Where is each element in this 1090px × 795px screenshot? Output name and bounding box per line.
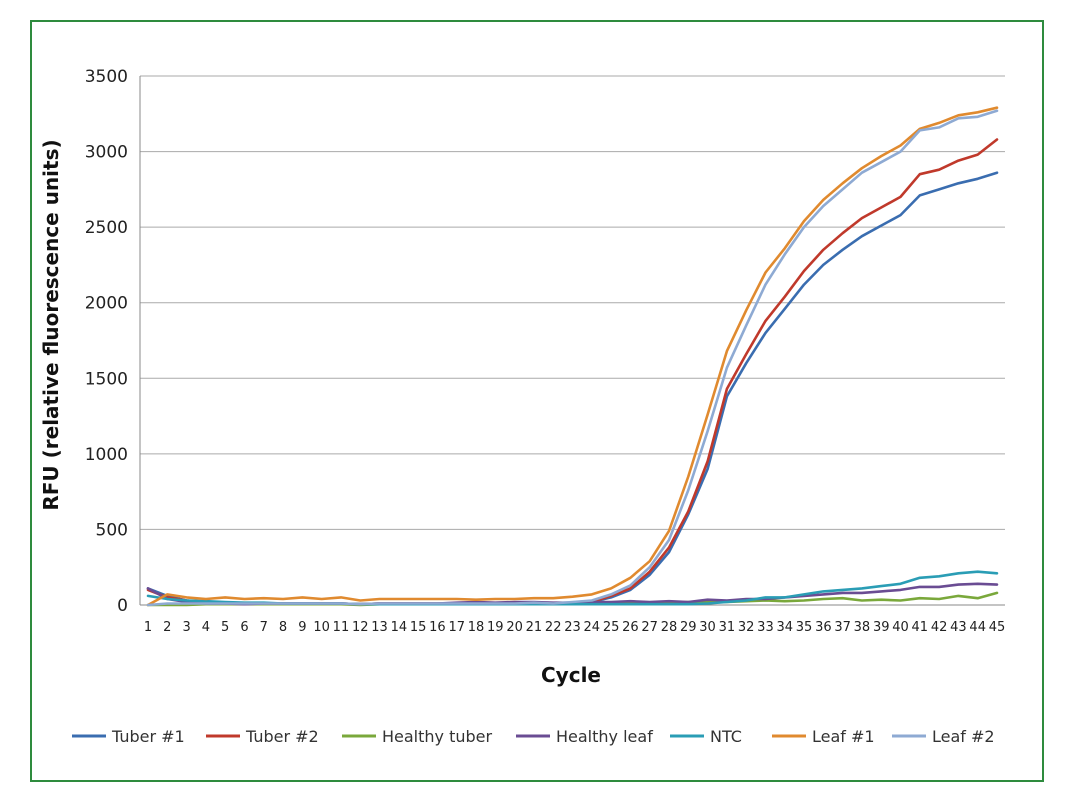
x-tick-label: 21 xyxy=(526,620,543,635)
y-axis-ticks: 0 500 1000 1500 2000 2500 3000 3500 xyxy=(85,67,128,616)
y-tick-label: 0 xyxy=(117,596,128,616)
x-tick-label: 17 xyxy=(448,620,465,635)
x-tick-label: 36 xyxy=(815,620,832,635)
x-tick-label: 24 xyxy=(584,620,601,635)
legend-label: Healthy leaf xyxy=(556,727,653,746)
x-tick-label: 4 xyxy=(202,620,210,635)
legend-item-tuber-2: Tuber #2 xyxy=(206,727,319,746)
y-axis-title: RFU (relative fluorescence units) xyxy=(39,139,63,510)
x-tick-label: 44 xyxy=(969,620,986,635)
x-tick-label: 35 xyxy=(796,620,813,635)
legend-item-ntc: NTC xyxy=(670,727,742,746)
y-tick-label: 3500 xyxy=(85,67,128,87)
y-tick-label: 1000 xyxy=(85,445,128,465)
x-tick-label: 1 xyxy=(144,620,152,635)
y-tick-label: 500 xyxy=(96,520,128,540)
x-tick-label: 23 xyxy=(564,620,581,635)
legend-label: Leaf #2 xyxy=(932,727,995,746)
legend-item-healthy-leaf: Healthy leaf xyxy=(516,727,653,746)
x-tick-label: 41 xyxy=(912,620,929,635)
x-tick-label: 5 xyxy=(221,620,229,635)
y-tick-label: 2000 xyxy=(85,294,128,314)
x-tick-label: 7 xyxy=(260,620,268,635)
series-line-leaf-1 xyxy=(146,106,999,607)
legend-item-leaf-1: Leaf #1 xyxy=(772,727,875,746)
x-tick-label: 37 xyxy=(834,620,851,635)
grid xyxy=(139,75,1005,606)
x-tick-label: 22 xyxy=(545,620,562,635)
x-tick-label: 20 xyxy=(506,620,523,635)
x-axis-ticks: 1 2 3 4 5 6 7 8 9 10 11 12 13 14 15 16 17 18 19 20 21 22 23 24 2… xyxy=(144,620,1005,635)
x-tick-label: 27 xyxy=(641,620,658,635)
legend: Tuber #1 Tuber #2 Healthy tuber Healthy lea… xyxy=(72,727,995,746)
y-tick-label: 2500 xyxy=(85,218,128,238)
x-tick-label: 15 xyxy=(410,620,427,635)
x-axis-title: Cycle xyxy=(541,663,601,687)
series-lines xyxy=(146,106,999,607)
legend-label: Healthy tuber xyxy=(382,727,493,746)
x-tick-label: 33 xyxy=(757,620,774,635)
series-line-tuber-2 xyxy=(146,138,999,606)
x-tick-label: 13 xyxy=(371,620,388,635)
x-tick-label: 29 xyxy=(680,620,697,635)
x-tick-label: 25 xyxy=(603,620,620,635)
x-tick-label: 40 xyxy=(892,620,909,635)
y-tick-label: 3000 xyxy=(85,143,128,163)
x-tick-label: 45 xyxy=(989,620,1006,635)
x-tick-label: 16 xyxy=(429,620,446,635)
legend-item-leaf-2: Leaf #2 xyxy=(892,727,995,746)
legend-label: Tuber #1 xyxy=(111,727,185,746)
x-tick-label: 31 xyxy=(719,620,736,635)
x-tick-label: 43 xyxy=(950,620,967,635)
x-tick-label: 8 xyxy=(279,620,287,635)
series-line-tuber-1 xyxy=(146,171,999,606)
x-tick-label: 11 xyxy=(333,620,350,635)
x-tick-label: 38 xyxy=(854,620,871,635)
legend-label: Leaf #1 xyxy=(812,727,875,746)
x-tick-label: 34 xyxy=(776,620,793,635)
x-tick-label: 32 xyxy=(738,620,755,635)
legend-item-tuber-1: Tuber #1 xyxy=(72,727,185,746)
x-tick-label: 12 xyxy=(352,620,369,635)
x-tick-label: 26 xyxy=(622,620,639,635)
x-tick-label: 39 xyxy=(873,620,890,635)
series-line-leaf-2 xyxy=(146,109,999,607)
y-tick-label: 1500 xyxy=(85,369,128,389)
x-tick-label: 18 xyxy=(468,620,485,635)
x-tick-label: 3 xyxy=(182,620,190,635)
legend-label: NTC xyxy=(710,727,742,746)
legend-item-healthy-tuber: Healthy tuber xyxy=(342,727,493,746)
x-tick-label: 9 xyxy=(298,620,306,635)
x-tick-label: 30 xyxy=(699,620,716,635)
x-tick-label: 42 xyxy=(931,620,948,635)
x-tick-label: 2 xyxy=(163,620,171,635)
chart-frame xyxy=(30,20,1044,782)
x-tick-label: 19 xyxy=(487,620,504,635)
x-tick-label: 6 xyxy=(240,620,248,635)
legend-label: Tuber #2 xyxy=(245,727,319,746)
x-tick-label: 14 xyxy=(391,620,408,635)
x-tick-label: 10 xyxy=(313,620,330,635)
x-tick-label: 28 xyxy=(661,620,678,635)
